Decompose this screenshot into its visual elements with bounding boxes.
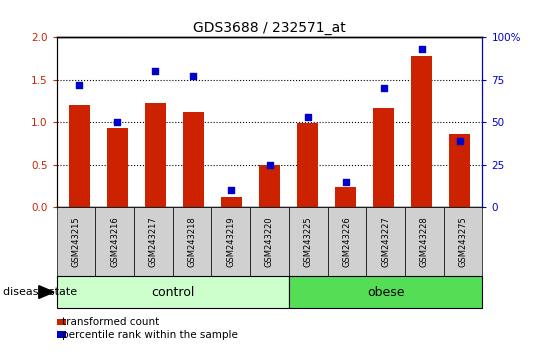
Text: disease state: disease state (3, 287, 77, 297)
Point (151, 68, 160, 74)
Text: GSM243226: GSM243226 (342, 216, 351, 267)
Bar (259, 165, 280, 207)
Bar (335, 187, 356, 207)
Point (341, 179, 350, 184)
Point (265, 162, 274, 167)
Point (379, 85, 388, 91)
Text: percentile rank within the sample: percentile rank within the sample (62, 330, 238, 339)
Text: GSM243216: GSM243216 (110, 216, 119, 267)
Text: GSM243275: GSM243275 (459, 216, 467, 267)
Point (189, 73, 198, 79)
Point (455, 138, 464, 144)
Point (303, 114, 312, 120)
Text: GSM243225: GSM243225 (303, 216, 313, 267)
Text: GSM243228: GSM243228 (420, 216, 429, 267)
Bar (297, 123, 318, 207)
Text: control: control (151, 286, 195, 298)
Bar (69, 105, 90, 207)
Text: GSM243218: GSM243218 (188, 216, 197, 267)
Bar (411, 56, 432, 207)
Bar (373, 108, 394, 207)
Point (227, 187, 236, 193)
Bar (221, 197, 242, 207)
Text: GSM243220: GSM243220 (265, 216, 274, 267)
Bar (145, 103, 166, 207)
Point (417, 46, 426, 52)
Point (75, 82, 84, 87)
Text: GSM243215: GSM243215 (72, 216, 80, 267)
Text: GSM243219: GSM243219 (226, 216, 236, 267)
Text: obese: obese (367, 286, 404, 298)
Text: GSM243217: GSM243217 (149, 216, 158, 267)
Point (113, 119, 122, 125)
Title: GDS3688 / 232571_at: GDS3688 / 232571_at (193, 21, 346, 35)
Bar (183, 112, 204, 207)
Bar (107, 128, 128, 207)
Text: transformed count: transformed count (62, 317, 159, 327)
Bar (449, 134, 470, 207)
Text: GSM243227: GSM243227 (381, 216, 390, 267)
